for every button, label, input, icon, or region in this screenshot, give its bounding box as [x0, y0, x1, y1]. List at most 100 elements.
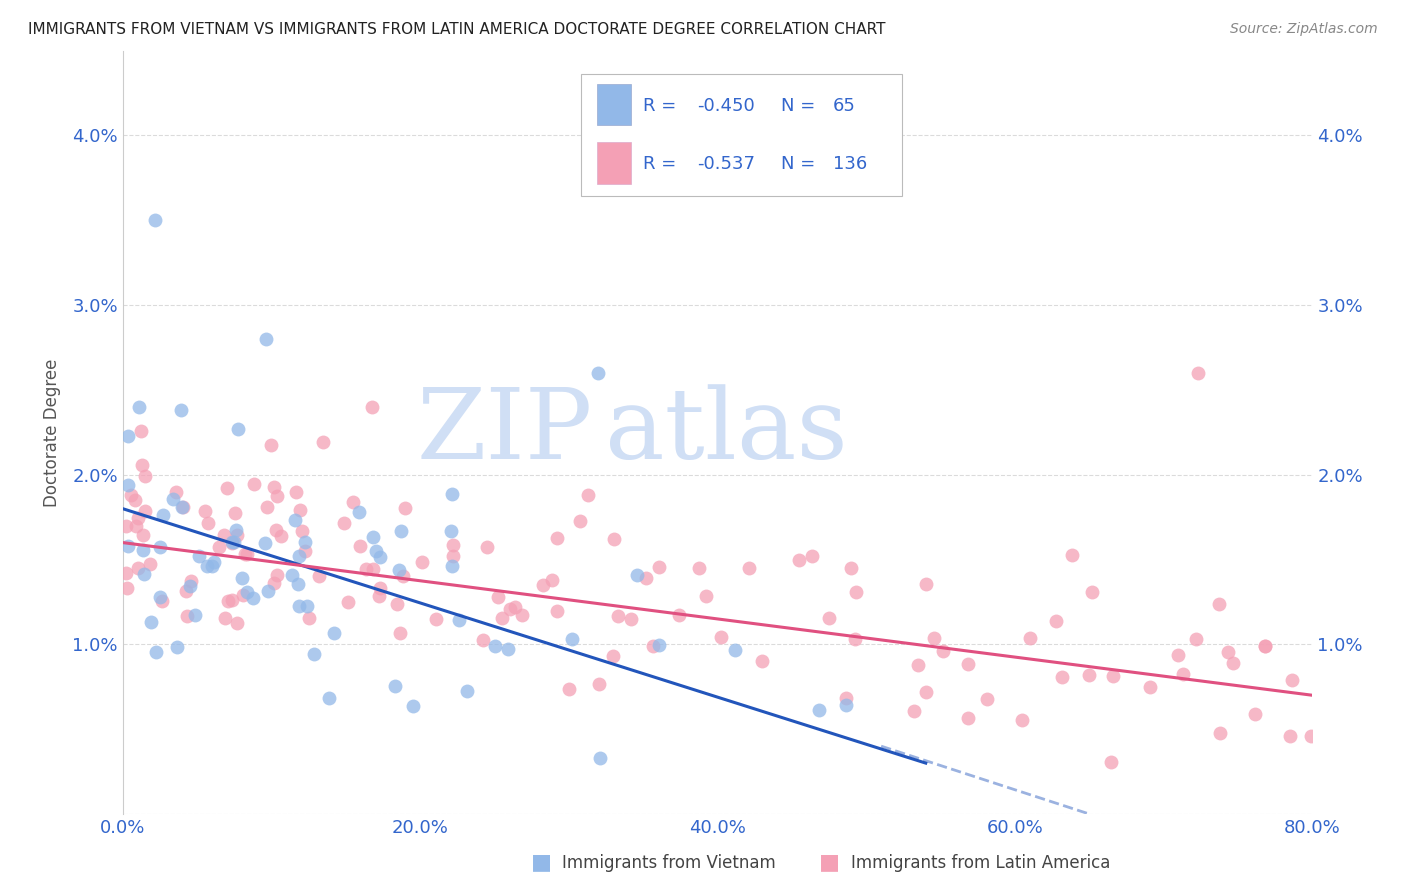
Point: [634, 571, 657, 585]
Point: [232, 588, 254, 602]
Point: [737, 561, 759, 575]
Point: [1243, 706, 1265, 721]
Point: [1011, 713, 1033, 727]
Point: [491, 611, 513, 625]
Point: [1078, 668, 1101, 682]
Point: [172, 500, 194, 515]
Point: [235, 547, 257, 561]
Point: [129, 424, 152, 438]
Text: atlas: atlas: [605, 384, 848, 480]
Point: [503, 600, 526, 615]
Point: [287, 576, 309, 591]
Point: [295, 599, 318, 613]
Point: [1279, 729, 1302, 743]
Point: [312, 435, 335, 450]
Point: [576, 488, 599, 502]
Point: [172, 500, 194, 515]
Text: Immigrants from Latin America: Immigrants from Latin America: [851, 855, 1109, 872]
Point: [510, 608, 533, 623]
Point: [1253, 639, 1275, 653]
Point: [322, 626, 344, 640]
Point: [1045, 614, 1067, 628]
Point: [1254, 639, 1277, 653]
Point: [561, 632, 583, 646]
Point: [1171, 667, 1194, 681]
Point: [385, 597, 408, 611]
Point: [486, 590, 509, 604]
Point: [263, 576, 285, 591]
Point: [477, 540, 499, 554]
Point: [214, 610, 236, 624]
Point: [149, 540, 172, 554]
Point: [284, 513, 307, 527]
Point: [626, 567, 648, 582]
Point: [264, 524, 287, 538]
Text: ■: ■: [531, 853, 551, 872]
Text: ■: ■: [820, 853, 839, 872]
Point: [333, 516, 356, 531]
Point: [1281, 673, 1303, 687]
Point: [222, 535, 245, 549]
Point: [226, 422, 249, 436]
Point: [1209, 725, 1232, 739]
Text: R =: R =: [643, 96, 682, 115]
Point: [914, 685, 936, 699]
Text: N =: N =: [780, 154, 821, 173]
Point: [531, 578, 554, 592]
Point: [363, 561, 385, 575]
Point: [114, 519, 136, 533]
Point: [568, 514, 591, 528]
FancyBboxPatch shape: [598, 84, 631, 126]
Point: [174, 583, 197, 598]
Point: [808, 703, 831, 717]
Point: [1099, 755, 1122, 769]
Point: [134, 567, 156, 582]
Text: N =: N =: [780, 96, 821, 115]
Text: Source: ZipAtlas.com: Source: ZipAtlas.com: [1230, 22, 1378, 37]
Point: [800, 549, 823, 564]
Point: [392, 569, 415, 583]
Point: [956, 657, 979, 671]
Point: [290, 503, 312, 517]
Point: [589, 751, 612, 765]
Point: [440, 487, 463, 501]
Point: [215, 481, 238, 495]
Point: [134, 504, 156, 518]
Point: [695, 589, 717, 603]
Point: [643, 639, 665, 653]
Point: [1102, 669, 1125, 683]
Point: [294, 544, 316, 558]
Point: [294, 534, 316, 549]
Point: [620, 612, 643, 626]
Point: [710, 630, 733, 644]
Point: [195, 559, 218, 574]
Point: [336, 595, 359, 609]
Point: [226, 615, 249, 630]
Point: [194, 504, 217, 518]
Point: [367, 589, 389, 603]
Point: [907, 657, 929, 672]
Point: [440, 524, 463, 538]
Point: [242, 477, 264, 491]
Y-axis label: Doctorate Degree: Doctorate Degree: [44, 359, 60, 507]
Point: [120, 487, 142, 501]
Point: [602, 648, 624, 663]
Point: [253, 536, 276, 550]
Point: [976, 692, 998, 706]
Point: [263, 480, 285, 494]
Point: [138, 557, 160, 571]
Point: [361, 400, 384, 414]
Point: [131, 458, 153, 473]
Point: [162, 492, 184, 507]
Point: [724, 642, 747, 657]
Point: [139, 615, 162, 629]
Text: 65: 65: [832, 96, 856, 115]
Point: [440, 558, 463, 573]
Point: [347, 505, 370, 519]
Point: [287, 599, 309, 614]
Point: [217, 594, 239, 608]
Point: [384, 679, 406, 693]
Point: [1167, 648, 1189, 663]
Point: [368, 549, 391, 564]
Point: [225, 524, 247, 538]
